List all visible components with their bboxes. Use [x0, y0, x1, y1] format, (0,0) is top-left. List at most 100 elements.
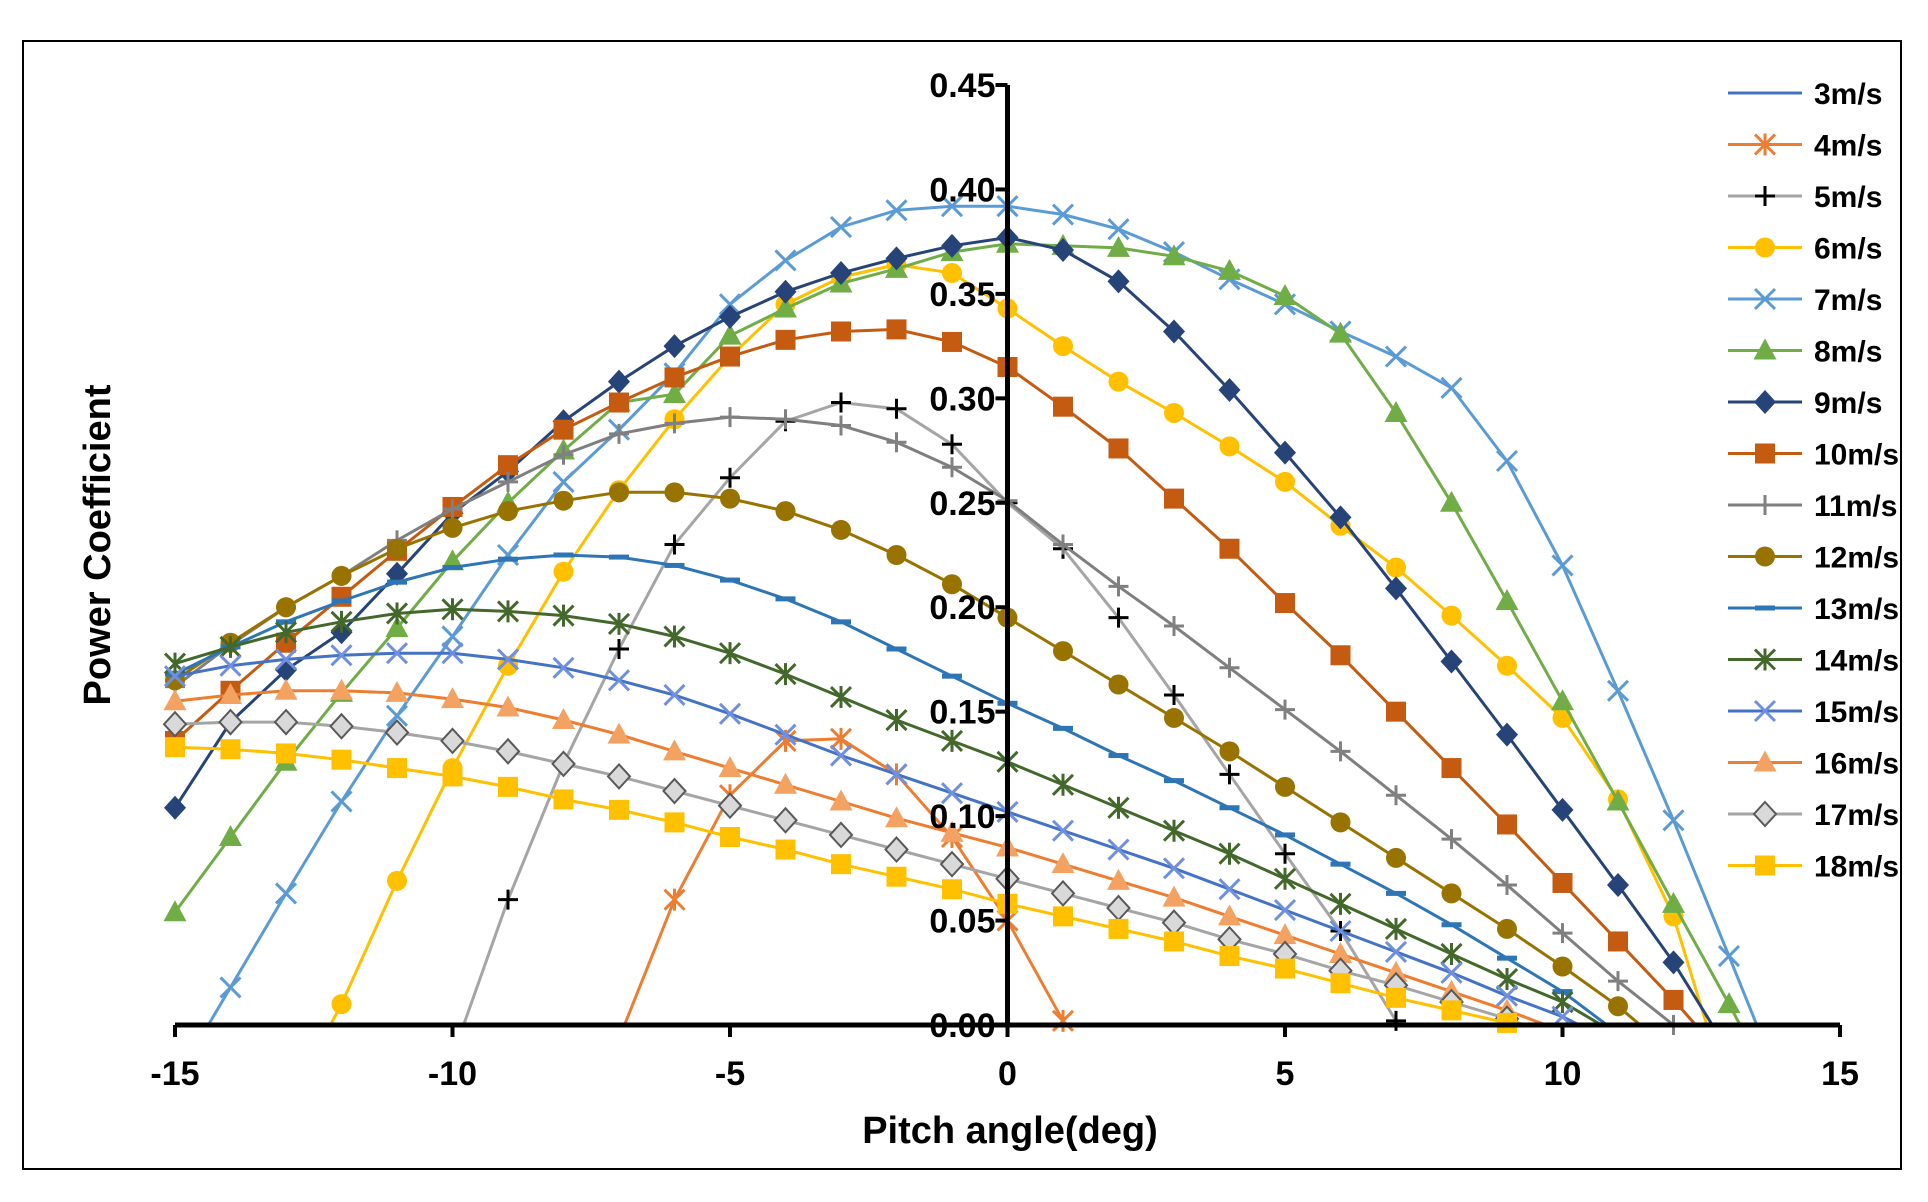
data-point: [441, 549, 464, 571]
data-point: [498, 471, 518, 492]
series-6m-per-s: [329, 254, 1709, 1026]
data-point: [1106, 894, 1131, 922]
series-12m-per-s: [165, 482, 1642, 1027]
data-point: [385, 602, 409, 625]
data-point: [773, 806, 798, 834]
data-point: [663, 334, 686, 359]
legend-swatch-marker: [1752, 800, 1778, 828]
data-point: [1052, 238, 1074, 263]
data-point: [1108, 576, 1129, 597]
data-point: [1386, 1010, 1406, 1031]
y-tick-label: 0.05: [929, 903, 995, 941]
data-point: [330, 610, 353, 633]
data-point: [1551, 797, 1574, 822]
y-tick-label: 0.15: [929, 694, 995, 732]
data-point: [607, 669, 631, 692]
data-point: [1219, 764, 1240, 785]
data-point: [663, 739, 686, 761]
data-point: [831, 619, 851, 625]
data-point: [885, 246, 908, 271]
data-point: [942, 879, 962, 900]
data-point: [1497, 918, 1517, 939]
legend-item: 18m/s: [1728, 851, 1899, 884]
data-point: [1329, 321, 1352, 343]
data-point: [1663, 989, 1684, 1010]
data-point: [498, 776, 518, 797]
data-point: [1107, 235, 1130, 257]
data-point: [218, 708, 243, 736]
data-point: [1717, 992, 1741, 1014]
data-point: [1108, 674, 1129, 695]
y-tick-label: 0.35: [929, 276, 995, 314]
data-point: [885, 199, 908, 222]
x-tick-label: -10: [428, 1055, 477, 1093]
data-point: [829, 215, 853, 239]
data-point: [1164, 402, 1184, 423]
legend-label: 8m/s: [1814, 336, 1882, 369]
data-point: [831, 415, 851, 436]
data-point: [553, 490, 574, 511]
data-point: [1329, 892, 1352, 915]
data-point: [609, 392, 629, 413]
data-point: [718, 756, 742, 778]
series-line: [207, 204, 1759, 1026]
data-point: [1441, 922, 1462, 928]
data-point: [775, 596, 796, 602]
data-point: [553, 561, 574, 582]
data-point: [385, 616, 409, 638]
data-point: [942, 673, 962, 679]
data-point: [718, 323, 742, 345]
data-point: [1275, 593, 1295, 614]
data-point: [1441, 1000, 1462, 1021]
data-point: [886, 545, 907, 565]
data-point: [1275, 471, 1295, 492]
data-point: [1053, 534, 1073, 555]
data-point: [774, 772, 797, 794]
data-point: [775, 501, 796, 522]
data-point: [1107, 218, 1130, 241]
legend: 3m/s 4m/s 5m/s 6m/s 7m/s 8m/s 9m/s 10m/s 11m/s 12…: [1728, 78, 1899, 884]
legend-swatch-marker: [1753, 338, 1777, 360]
data-point: [442, 499, 463, 520]
data-point: [1330, 645, 1351, 666]
data-point: [1385, 576, 1407, 601]
data-point: [1218, 878, 1241, 901]
data-point: [664, 482, 685, 503]
legend-swatch-marker: [1754, 390, 1776, 414]
data-point: [163, 689, 187, 711]
legend-label: 13m/s: [1814, 593, 1899, 626]
data-point: [775, 409, 796, 430]
data-point: [1273, 923, 1297, 945]
data-point: [162, 710, 188, 738]
data-point: [496, 600, 520, 623]
legend-swatch-marker: [1753, 133, 1777, 156]
data-point: [1662, 891, 1685, 913]
data-point: [276, 743, 296, 764]
data-point: [1441, 605, 1462, 626]
data-point: [552, 708, 575, 730]
data-point: [384, 719, 410, 747]
legend-item: 4m/s: [1728, 130, 1882, 163]
data-point: [1606, 789, 1630, 811]
x-tick-label: 0: [998, 1055, 1017, 1093]
data-point: [1497, 814, 1517, 835]
data-point: [1384, 940, 1408, 963]
data-point: [664, 812, 685, 833]
y-tick-label: 0.20: [929, 589, 995, 627]
legend-swatch-marker: [1753, 648, 1777, 671]
x-tick-label: 5: [1276, 1055, 1295, 1093]
y-tick-label: 0.45: [929, 67, 995, 105]
data-point: [885, 708, 908, 732]
data-point: [1717, 945, 1741, 968]
data-point: [1050, 879, 1076, 907]
data-point: [1384, 345, 1408, 368]
legend-swatch-marker: [1755, 495, 1775, 515]
data-point: [274, 648, 298, 671]
legend-label: 9m/s: [1814, 387, 1882, 420]
series-line: [623, 737, 1065, 1026]
data-point: [551, 750, 576, 778]
data-point: [939, 850, 965, 878]
data-point: [886, 866, 907, 887]
data-point: [387, 538, 407, 559]
